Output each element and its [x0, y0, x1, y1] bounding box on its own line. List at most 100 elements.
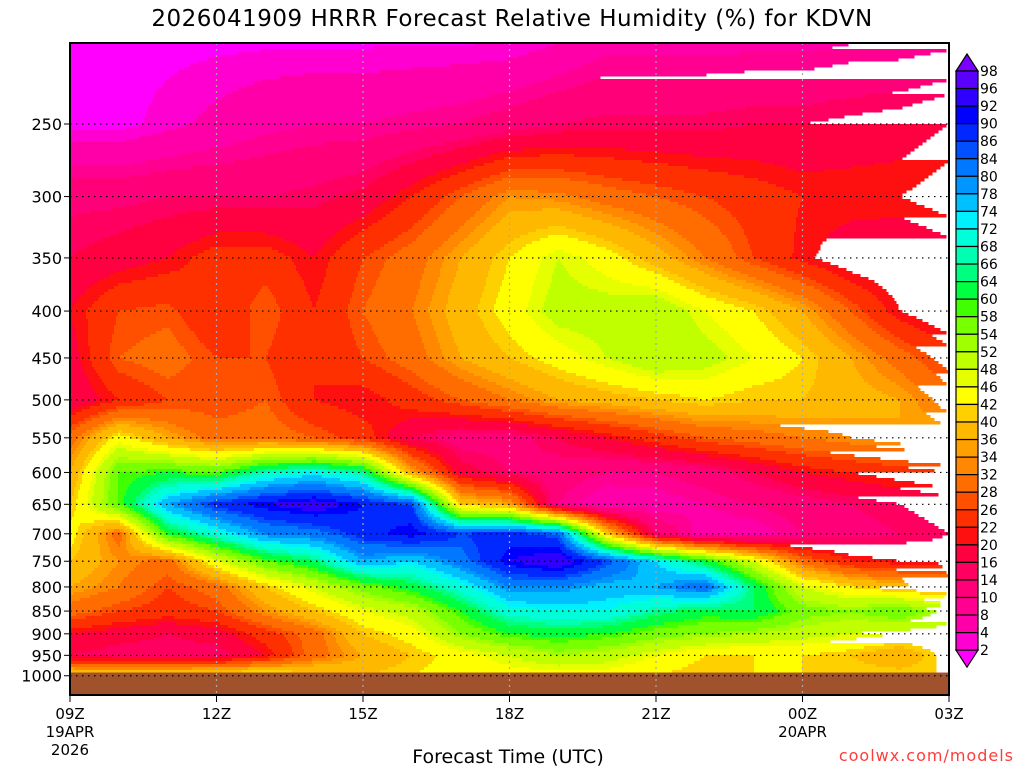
contour-cell	[440, 481, 445, 485]
contour-cell	[132, 481, 157, 485]
contour-cell	[784, 604, 807, 608]
contour-cell	[456, 487, 475, 491]
contour-cell	[724, 328, 769, 332]
contour-cell	[412, 475, 419, 479]
contour-cell	[716, 553, 735, 557]
contour-cell	[830, 340, 847, 344]
contour-cell	[70, 571, 93, 575]
contour-cell	[612, 403, 699, 407]
contour-cell	[718, 586, 729, 590]
contour-cell	[70, 268, 127, 272]
contour-cell	[152, 220, 355, 224]
contour-cell	[586, 358, 613, 362]
contour-cell	[70, 445, 73, 449]
contour-cell	[688, 166, 787, 170]
contour-cell	[120, 520, 129, 524]
contour-cell	[492, 565, 517, 569]
contour-cell	[678, 625, 777, 629]
contour-cell	[894, 646, 905, 650]
contour-cell	[518, 520, 533, 524]
contour-cell	[70, 478, 79, 482]
contour-cell	[336, 574, 355, 578]
contour-cell	[428, 355, 445, 359]
contour-cell	[494, 181, 589, 185]
contour-cell	[430, 481, 435, 485]
contour-cell	[546, 331, 579, 335]
contour-cell	[768, 574, 781, 578]
contour-cell	[294, 484, 327, 488]
contour-cell	[850, 559, 897, 563]
contour-cell	[246, 85, 527, 89]
contour-cell	[630, 562, 641, 566]
contour-cell	[72, 454, 79, 458]
contour-cell	[568, 520, 571, 524]
contour-cell	[522, 484, 539, 488]
contour-cell	[142, 592, 163, 596]
contour-cell	[70, 349, 79, 353]
contour-cell	[428, 490, 433, 494]
contour-cell	[570, 517, 579, 521]
contour-cell	[432, 223, 465, 227]
contour-cell	[588, 541, 591, 545]
contour-cell	[476, 562, 487, 566]
contour-cell	[96, 481, 105, 485]
contour-cell	[580, 586, 659, 590]
contour-cell	[578, 238, 605, 242]
contour-cell	[328, 649, 343, 653]
contour-cell	[424, 520, 433, 524]
contour-cell	[450, 487, 455, 491]
contour-cell	[110, 274, 159, 278]
contour-cell	[118, 484, 131, 488]
contour-cell	[622, 526, 633, 530]
contour-cell	[602, 577, 633, 581]
contour-cell	[98, 583, 121, 587]
contour-cell	[334, 178, 377, 182]
contour-cell	[350, 547, 463, 551]
contour-cell	[756, 313, 773, 317]
contour-cell	[140, 511, 149, 515]
contour-cell	[596, 535, 599, 539]
contour-cell	[318, 577, 339, 581]
contour-cell	[712, 577, 719, 581]
contour-cell	[396, 361, 435, 365]
contour-cell	[704, 655, 755, 659]
contour-cell	[112, 400, 163, 404]
contour-cell	[604, 352, 725, 356]
contour-cell	[70, 316, 73, 320]
contour-cell	[94, 430, 103, 434]
contour-cell	[490, 577, 513, 581]
contour-cell	[250, 313, 281, 317]
contour-cell	[802, 196, 903, 200]
contour-cell	[490, 268, 507, 272]
contour-cell	[70, 646, 107, 650]
contour-cell	[536, 607, 613, 611]
contour-cell	[604, 55, 915, 59]
contour-cell	[126, 373, 161, 377]
contour-cell	[266, 355, 363, 359]
contour-cell	[784, 343, 805, 347]
contour-cell	[142, 520, 151, 524]
contour-cell	[136, 619, 201, 623]
contour-cell	[352, 412, 451, 416]
contour-cell	[498, 193, 567, 197]
contour-cell	[442, 517, 451, 521]
contour-cell	[642, 367, 705, 371]
contour-cell	[86, 421, 105, 425]
contour-cell	[608, 292, 669, 296]
contour-cell	[508, 211, 573, 215]
contour-cell	[316, 496, 353, 500]
contour-cell	[560, 547, 567, 551]
contour-cell	[830, 613, 867, 617]
contour-cell	[838, 334, 853, 338]
contour-cell	[874, 319, 901, 323]
contour-cell	[394, 169, 443, 173]
contour-cell	[70, 190, 291, 194]
contour-cell	[280, 394, 315, 398]
contour-cell	[202, 487, 223, 491]
contour-cell	[802, 658, 859, 662]
contour-cell	[632, 523, 645, 527]
contour-cell	[70, 490, 75, 494]
contour-cell	[258, 463, 279, 467]
contour-cell	[768, 553, 777, 557]
contour-cell	[730, 334, 775, 338]
